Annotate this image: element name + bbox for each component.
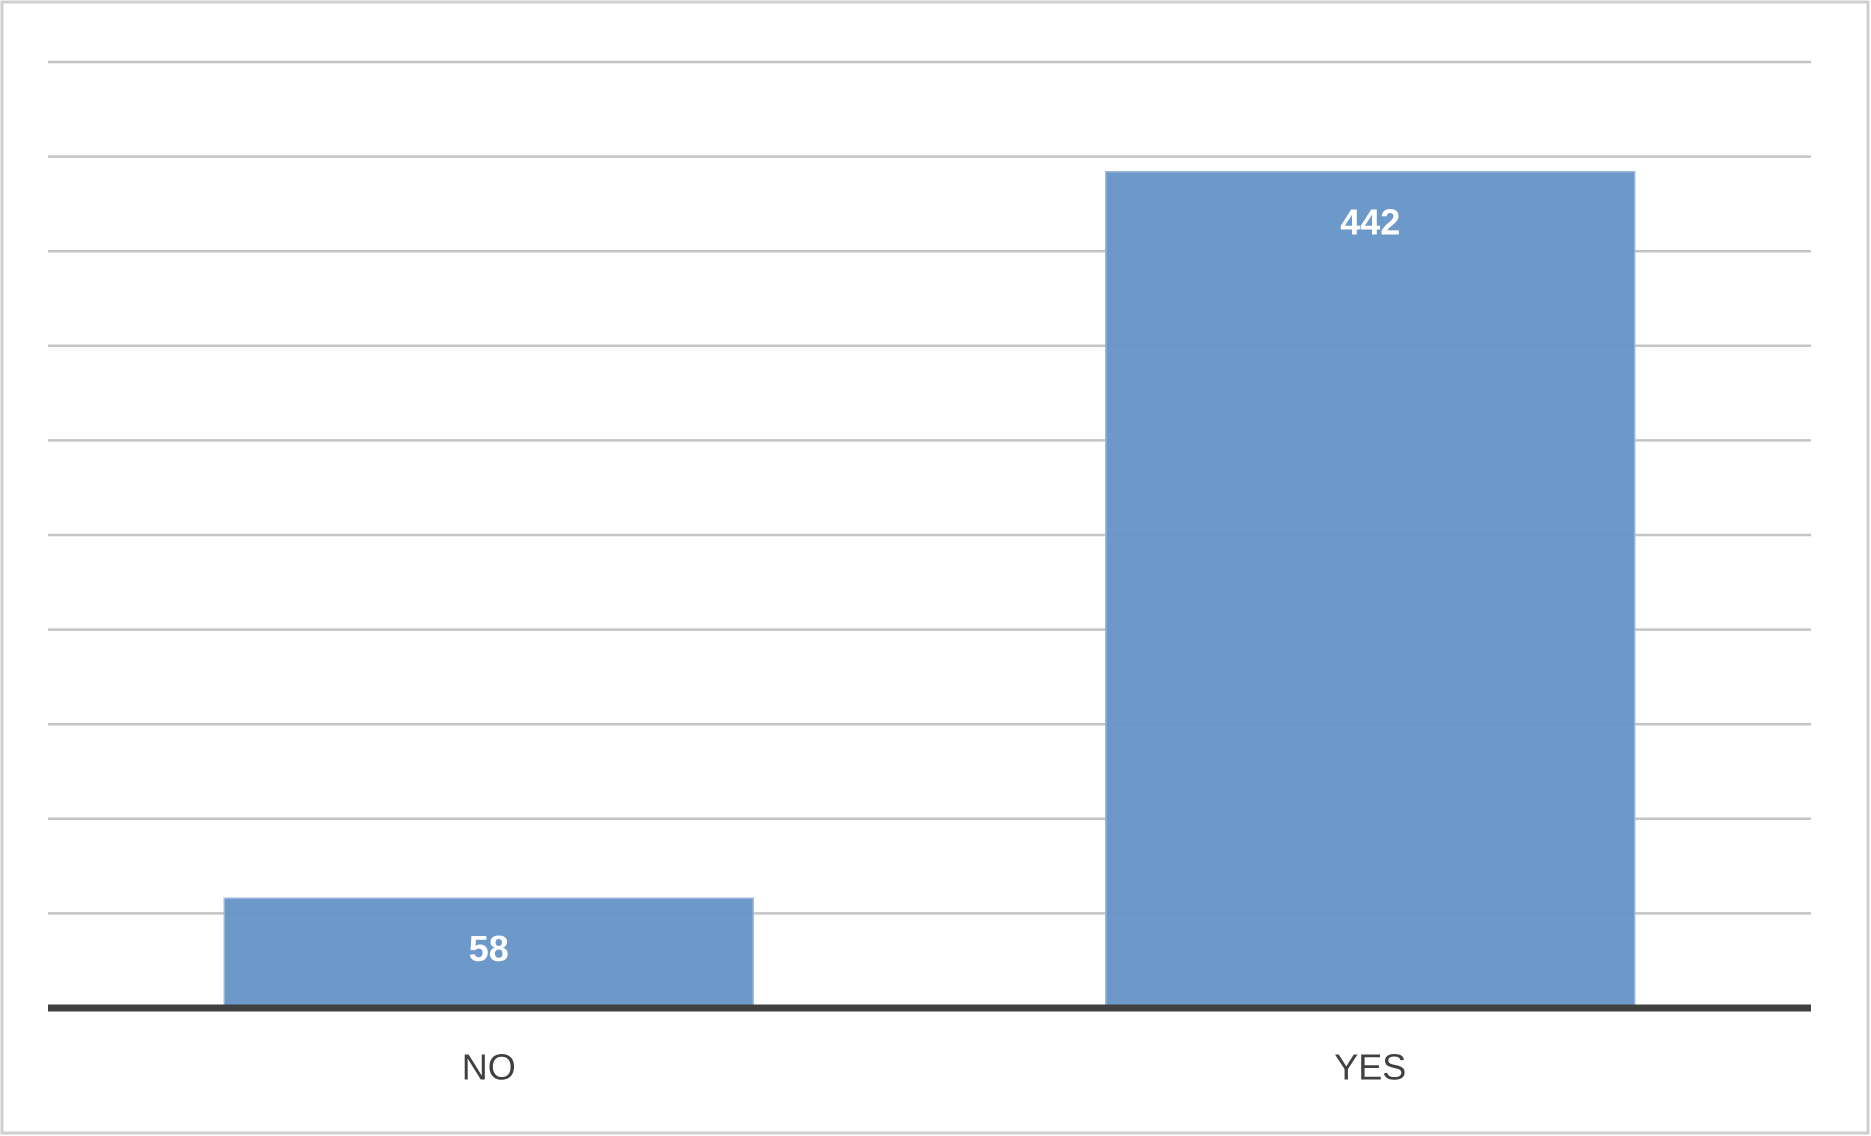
x-tick-label: NO (462, 1047, 516, 1088)
data-label: 442 (1340, 201, 1400, 242)
x-tick-label: YES (1334, 1047, 1406, 1088)
data-label: 58 (469, 928, 509, 969)
bar (223, 897, 754, 1009)
bar (1105, 170, 1636, 1009)
